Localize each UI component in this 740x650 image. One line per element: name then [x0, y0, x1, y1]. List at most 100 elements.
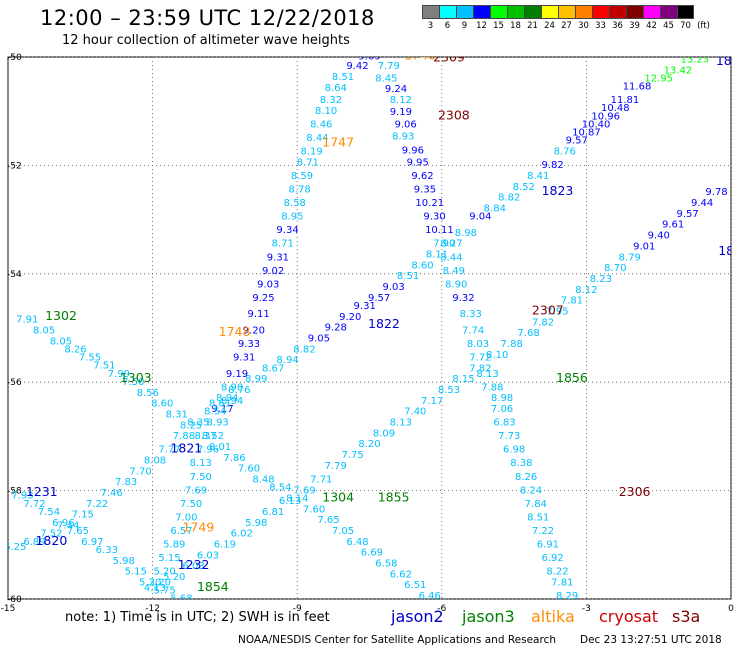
swh-value-label: 9.44 [691, 198, 713, 209]
swh-value-label: 8.44 [306, 133, 328, 144]
swh-value-label: 7.00 [175, 512, 197, 523]
footer-timestamp: Dec 23 13:27:51 UTC 2018 [580, 634, 722, 646]
swh-value-label: 6.81 [262, 507, 284, 518]
pass-time-label: 1748 [219, 324, 251, 339]
swh-value-label: 8.37 [194, 431, 216, 442]
swh-value-label: 7.88 [501, 339, 523, 350]
legend-label: 6 [444, 21, 451, 31]
swh-value-label: 8.13 [476, 369, 498, 380]
swh-value-label: 8.45 [375, 73, 397, 84]
swh-value-label: 8.93 [207, 418, 229, 429]
swh-value-label: 7.88 [173, 431, 195, 442]
swh-value-label: 8.49 [443, 266, 465, 277]
legend-label: 36 [612, 21, 623, 31]
legend-label: 39 [629, 21, 640, 31]
swh-value-label: 8.52 [513, 182, 535, 193]
swh-value-label: 9.61 [662, 220, 684, 231]
legend-label: 9 [461, 21, 468, 31]
swh-value-label: 10.21 [415, 198, 444, 209]
swh-value-label: 6.97 [81, 537, 103, 548]
legend-label: 45 [663, 21, 674, 31]
swh-value-label: 7.96 [197, 445, 219, 456]
swh-value-label: 8.03 [467, 339, 489, 350]
swh-value-label: 8.31 [166, 409, 188, 420]
pass-time-label: 2307 [532, 302, 564, 317]
swh-value-label: 8.90 [445, 279, 467, 290]
legend-label: 33 [595, 21, 606, 31]
footer-credit: NOAA/NESDIS Center for Satellite Applica… [238, 634, 556, 646]
swh-value-label: 5.89 [163, 540, 185, 551]
swh-value-label: 7.93 [11, 491, 33, 502]
swh-value-label: 11.81 [611, 95, 640, 106]
swh-value-label: 8.20 [358, 439, 380, 450]
swh-value-label: 8.23 [590, 274, 612, 285]
swh-value-label: 6.98 [503, 445, 525, 456]
y-tick-label: -52 [7, 161, 22, 171]
swh-value-label: 8.26 [64, 344, 86, 355]
pass-time-label: 1854 [197, 579, 229, 594]
swh-value-label: 9.42 [346, 61, 368, 72]
swh-value-label: 9.31 [267, 252, 289, 263]
swh-value-label: 8.25 [180, 420, 202, 431]
swh-value-label: 7.05 [332, 526, 354, 537]
swh-value-label: 9.24 [385, 84, 407, 95]
swh-value-label: 8.01 [209, 442, 231, 453]
swh-value-label: 9.20 [243, 325, 265, 336]
swh-value-label: 7.68 [517, 328, 539, 339]
swh-value-label: 8.71 [297, 157, 319, 168]
swh-value-label: 6.19 [214, 540, 236, 551]
swh-value-label: 7.82 [469, 363, 491, 374]
swh-value-label: 8.76 [554, 147, 576, 158]
pass-time-label: 18 [716, 53, 732, 68]
swh-value-label: 8.10 [315, 106, 337, 117]
swh-value-label: 8.84 [484, 203, 506, 214]
swh-value-label: 5.68 [170, 594, 192, 605]
y-tick-label: -50 [7, 53, 22, 63]
swh-value-label: 9.06 [395, 119, 417, 130]
swh-value-label: 8.95 [281, 212, 303, 223]
y-tick-label: -58 [7, 487, 22, 497]
swh-value-label: 7.72 [23, 499, 45, 510]
legend-swatch [660, 5, 677, 19]
legend-label: 30 [578, 21, 589, 31]
swh-value-label: 8.11 [426, 250, 448, 261]
swh-value-label: 7.73 [498, 431, 520, 442]
swh-value-label: 6.48 [346, 537, 368, 548]
swh-value-label: 9.96 [402, 145, 424, 156]
swh-value-label: 8.53 [438, 385, 460, 396]
swh-value-label: 9.62 [411, 171, 433, 182]
swh-value-label: 12.95 [644, 73, 673, 84]
pass-time-label: 1302 [45, 308, 77, 323]
swh-value-label: 7.79 [378, 61, 400, 72]
footnote: note: 1) Time is in UTC; 2) SWH is in fe… [65, 610, 330, 625]
swh-value-label: 8.46 [310, 119, 332, 130]
swh-value-label: 7.75 [341, 450, 363, 461]
pass-time-label: 1303 [120, 370, 152, 385]
swh-value-label: 5.98 [245, 518, 267, 529]
swh-value-label: 8.48 [252, 474, 274, 485]
y-tick-label: -56 [7, 378, 22, 388]
swh-value-label: 9.19 [390, 107, 412, 118]
swh-value-label: 7.44 [57, 521, 79, 532]
page-title: 12:00 – 23:59 UTC 12/22/2018 [40, 6, 375, 30]
swh-value-label: 9.25 [252, 293, 274, 304]
legend-swatch [422, 5, 439, 19]
x-tick-label: -9 [293, 604, 302, 614]
x-tick-label: -6 [437, 604, 446, 614]
legend-swatches [422, 5, 712, 19]
satellite-legend-jason2: jason2 [391, 607, 444, 626]
swh-value-label: 9.33 [238, 339, 260, 350]
swh-value-label: 6.02 [231, 529, 253, 540]
swh-value-label: 9.82 [542, 160, 564, 171]
x-tick-label: -15 [1, 604, 16, 614]
swh-value-label: 7.69 [185, 485, 207, 496]
swh-value-label: 7.95 [546, 306, 568, 317]
swh-value-label: 9.69 [358, 52, 380, 63]
y-tick-label: -54 [7, 270, 22, 280]
swh-value-label: 8.58 [284, 198, 306, 209]
legend-label: 18 [510, 21, 521, 31]
swh-value-label: 7.74 [462, 325, 484, 336]
swh-value-label: 10.48 [601, 103, 630, 114]
pass-time-label: 1304 [322, 489, 354, 504]
